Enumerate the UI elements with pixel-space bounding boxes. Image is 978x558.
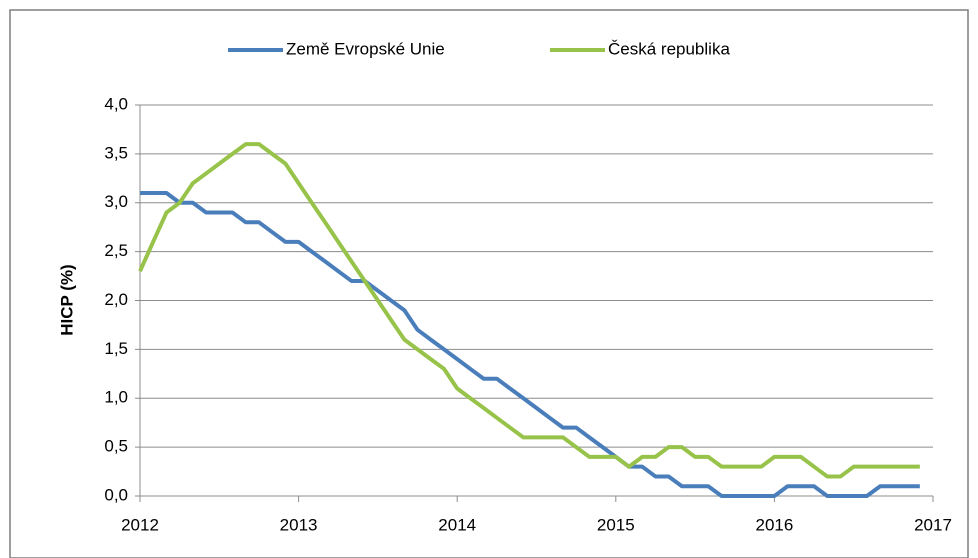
y-tick-label: 0,5: [104, 437, 128, 456]
y-tick-label: 3,0: [104, 192, 128, 211]
chart-frame: [9, 9, 969, 558]
y-axis-label: HICP (%): [57, 264, 76, 335]
legend-label: Země Evropské Unie: [286, 39, 445, 58]
data-line: [138, 142, 920, 479]
legend-label: Česká republika: [608, 39, 730, 58]
data-line: [140, 190, 920, 498]
x-tick-label: 2013: [280, 515, 318, 534]
x-tick-label: 2017: [914, 515, 952, 534]
y-tick-label: 4,0: [104, 94, 128, 113]
y-tick-label: 3,5: [104, 143, 128, 162]
y-tick-label: 2,5: [104, 241, 128, 260]
x-tick-label: 2012: [121, 515, 159, 534]
x-tick-label: 2014: [438, 515, 476, 534]
y-tick-label: 1,5: [104, 339, 128, 358]
x-tick-label: 2015: [597, 515, 635, 534]
y-tick-label: 2,0: [104, 290, 128, 309]
y-tick-label: 0,0: [104, 485, 128, 504]
y-tick-label: 1,0: [104, 388, 128, 407]
x-tick-label: 2016: [755, 515, 793, 534]
